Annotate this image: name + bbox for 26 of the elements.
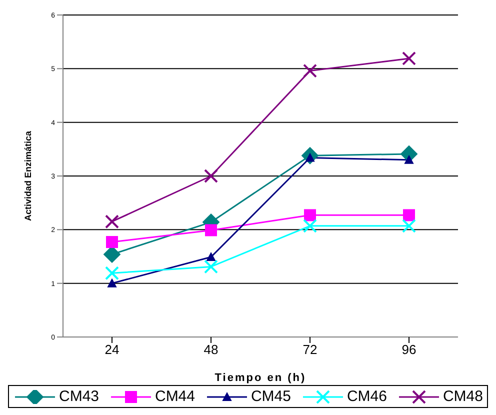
point — [303, 218, 317, 233]
x-tick-label: 48 — [204, 342, 218, 358]
legend-label: CM45 — [250, 388, 291, 405]
legend-label: CM46 — [346, 388, 387, 405]
point — [303, 64, 317, 78]
legend-label: CM48 — [442, 388, 483, 405]
point — [304, 209, 316, 222]
point — [204, 260, 218, 274]
point — [106, 236, 118, 248]
point — [403, 209, 415, 222]
x-axis-title: Tiempo en (h) — [214, 372, 306, 384]
point — [402, 218, 416, 233]
point — [205, 224, 217, 236]
legend-label: CM44 — [154, 388, 195, 405]
point — [108, 278, 116, 288]
legend-label: CM43 — [59, 388, 100, 405]
point — [206, 252, 216, 262]
x-tick-label: 72 — [302, 342, 318, 358]
x-tick-label: 96 — [402, 342, 416, 358]
point — [402, 51, 416, 66]
x-tick-label: 24 — [104, 342, 120, 358]
point — [105, 214, 119, 229]
point — [105, 266, 119, 280]
point — [404, 155, 414, 164]
y-axis-title: Actividad Enzimática — [23, 130, 34, 222]
point — [204, 169, 218, 183]
